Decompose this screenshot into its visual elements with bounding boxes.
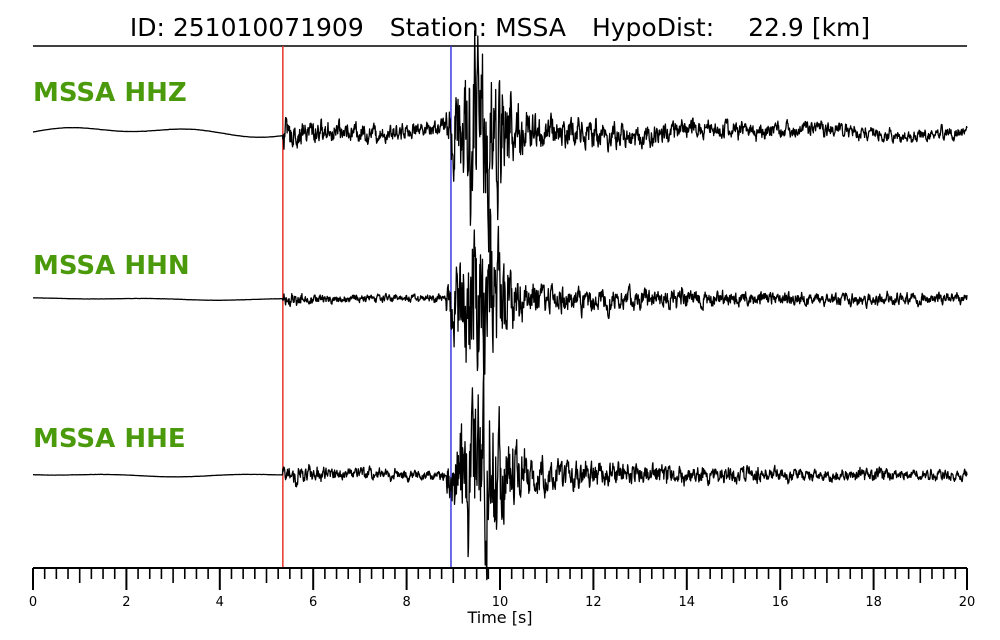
x-tick-label: 16 [772,595,789,610]
x-tick-label: 4 [216,595,224,610]
id-label: ID: [130,13,165,42]
time-axis: 0 2 4 6 8 10 12 14 16 18 20 [29,567,976,610]
x-tick-label: 20 [959,595,976,610]
waveform-mssa-hhz [32,30,968,253]
channel-label: MSSA HHZ [33,78,187,108]
channel-label: MSSA HHN [33,251,190,281]
waveform-mssa-hhn [32,208,968,380]
hypodist-unit: [km] [812,13,870,42]
station-label: Station: [390,13,487,42]
x-tick-label: 10 [492,595,509,610]
x-axis-label: Time [s] [466,608,532,627]
phase-picks [282,46,452,568]
event-id: 251010071909 [173,13,364,42]
x-tick-label: 8 [402,595,410,610]
x-tick-label: 6 [309,595,317,610]
station-code: MSSA [495,13,566,42]
waveform-traces [32,30,968,581]
x-tick-label: 2 [122,595,130,610]
waveform-mssa-hhe [32,370,968,581]
channel-labels: MSSA HHZ MSSA HHN MSSA HHE [33,78,190,454]
hypodist-label: HypoDist: [592,13,714,42]
x-tick-label: 14 [679,595,696,610]
x-tick-label: 12 [585,595,602,610]
channel-label: MSSA HHE [33,424,186,454]
hypodist-value: 22.9 [748,13,804,42]
x-tick-label: 0 [29,595,37,610]
figure-title: ID: 251010071909 Station: MSSA HypoDist: 22.9… [130,13,870,42]
x-tick-label: 18 [865,595,882,610]
